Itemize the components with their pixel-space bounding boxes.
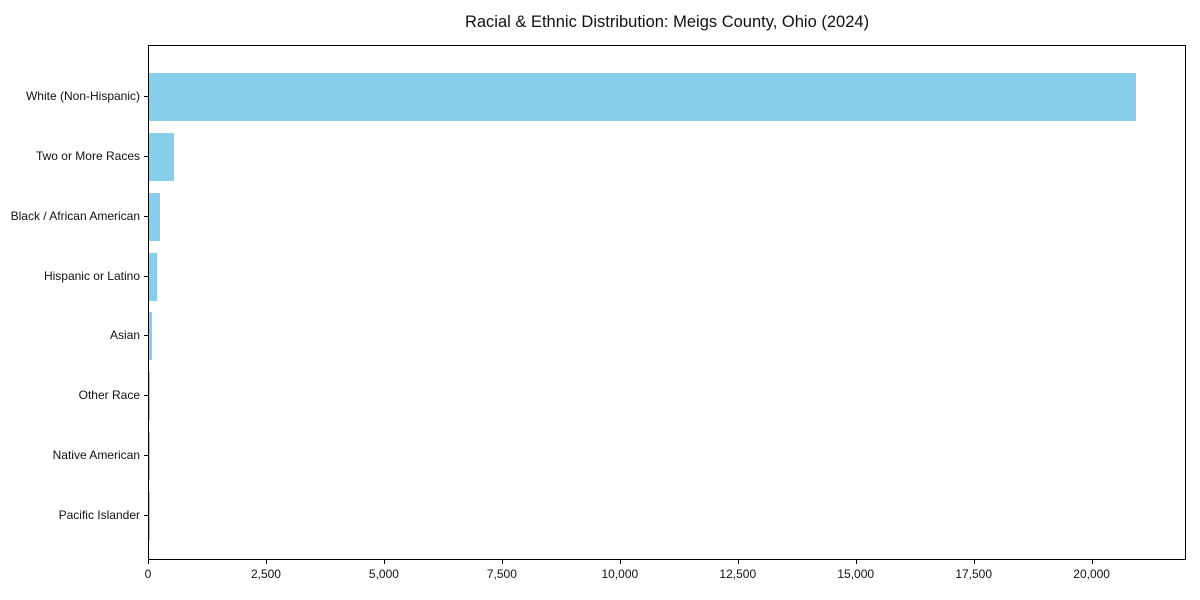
x-tick-label: 7,500 <box>486 567 517 581</box>
x-tick-label: 20,000 <box>1073 567 1110 581</box>
y-tick-mark <box>144 515 148 516</box>
x-tick-mark <box>973 560 975 564</box>
y-tick-mark <box>144 215 148 217</box>
x-tick-label: 12,500 <box>719 567 757 581</box>
x-tick-mark <box>148 560 149 564</box>
plot-area <box>148 45 1186 560</box>
bar <box>149 372 150 421</box>
y-tick-label: Native American <box>52 448 140 463</box>
y-tick-label: Two or More Races <box>35 148 140 163</box>
chart-title: Racial & Ethnic Distribution: Meigs Coun… <box>464 13 870 31</box>
y-tick-label: Hispanic or Latino <box>43 268 140 283</box>
bar <box>149 312 153 361</box>
x-tick-mark <box>501 560 503 564</box>
y-tick-mark <box>144 455 148 457</box>
x-tick-label: 2,500 <box>250 567 281 581</box>
x-tick-label: 0 <box>144 567 152 581</box>
y-tick-label: Pacific Islander <box>58 508 140 522</box>
y-tick-label: Black / African American <box>10 208 140 223</box>
y-tick-label: White (Non-Hispanic) <box>25 89 140 103</box>
x-tick-mark <box>383 560 385 564</box>
x-tick-label: 5,000 <box>368 567 399 581</box>
y-tick-mark <box>144 96 148 97</box>
y-tick-mark <box>144 155 148 157</box>
x-tick-mark <box>1091 560 1093 564</box>
bar <box>149 252 157 301</box>
x-tick-mark <box>855 560 857 564</box>
y-tick-mark <box>144 335 148 337</box>
bar <box>149 132 174 181</box>
x-tick-label: 17,500 <box>955 567 993 581</box>
y-tick-mark <box>144 395 148 397</box>
x-tick-mark <box>619 560 621 564</box>
bar <box>149 73 1136 121</box>
x-tick-mark <box>737 560 739 564</box>
x-tick-mark <box>265 560 267 564</box>
x-tick-label: 15,000 <box>837 567 875 581</box>
y-tick-label: Other Race <box>78 388 140 403</box>
x-tick-label: 10,000 <box>601 567 639 581</box>
y-tick-mark <box>144 275 148 277</box>
bar <box>149 192 160 241</box>
y-tick-label: Asian <box>109 328 140 343</box>
